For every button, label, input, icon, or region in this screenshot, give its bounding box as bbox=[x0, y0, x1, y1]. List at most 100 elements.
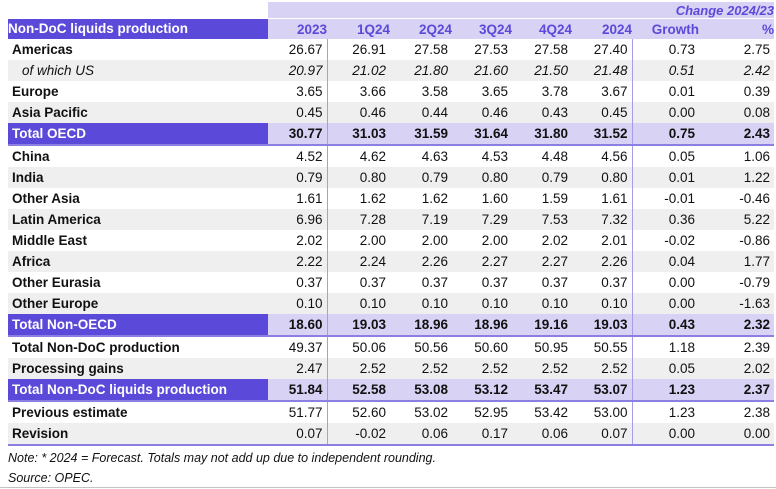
cell-value: 50.55 bbox=[572, 336, 633, 358]
cell-value: 2.00 bbox=[327, 230, 390, 251]
cell-value: 2.02 bbox=[512, 230, 572, 251]
cell-value: 31.52 bbox=[572, 123, 633, 146]
cell-value: 27.58 bbox=[390, 39, 452, 60]
cell-value: 53.08 bbox=[390, 379, 452, 402]
table-body: Americas 26.67 26.91 27.58 27.53 27.58 27.40 0.… bbox=[8, 39, 774, 446]
table-row: China 4.52 4.62 4.63 4.53 4.48 4.56 0.05 1.06 bbox=[8, 145, 774, 167]
cell-value: 0.73 bbox=[632, 39, 699, 60]
cell-value: 21.80 bbox=[390, 60, 452, 81]
cell-value: 0.08 bbox=[699, 102, 774, 123]
table-row: of which US 20.97 21.02 21.80 21.60 21.50 21.4… bbox=[8, 60, 774, 81]
row-label: Total Non-DoC liquids production bbox=[8, 379, 268, 402]
cell-value: 2.01 bbox=[572, 230, 633, 251]
cell-value: 26.91 bbox=[327, 39, 390, 60]
cell-value: 4.62 bbox=[327, 145, 390, 167]
cell-value: 49.37 bbox=[268, 336, 328, 358]
cell-value: 21.48 bbox=[572, 60, 633, 81]
cell-value: 27.40 bbox=[572, 39, 633, 60]
cell-value: 18.96 bbox=[452, 314, 512, 337]
cell-value: 2.22 bbox=[268, 251, 328, 272]
source-text: Source: OPEC. bbox=[8, 471, 94, 485]
cell-value: 20.97 bbox=[268, 60, 328, 81]
cell-value: 3.65 bbox=[268, 81, 328, 102]
table-row: Middle East 2.02 2.00 2.00 2.00 2.02 2.01 -0.02… bbox=[8, 230, 774, 251]
row-label: Processing gains bbox=[8, 358, 268, 379]
cell-value: 1.61 bbox=[572, 188, 633, 209]
cell-value: 0.45 bbox=[572, 102, 633, 123]
cell-value: 31.03 bbox=[327, 123, 390, 146]
cell-value: 18.96 bbox=[390, 314, 452, 337]
cell-value: 0.75 bbox=[632, 123, 699, 146]
row-label: Other Europe bbox=[8, 293, 268, 314]
table-row: Other Europe 0.10 0.10 0.10 0.10 0.10 0.10 0.00… bbox=[8, 293, 774, 314]
cell-value: 2.52 bbox=[572, 358, 633, 379]
cell-value: 52.60 bbox=[327, 401, 390, 423]
cell-value: 0.17 bbox=[452, 423, 512, 446]
cell-value: 0.37 bbox=[268, 272, 328, 293]
cell-value: 31.59 bbox=[390, 123, 452, 146]
footnote-text: Note: * 2024 = Forecast. Totals may not … bbox=[8, 451, 436, 465]
cell-value: 0.01 bbox=[632, 81, 699, 102]
cell-value: 3.65 bbox=[452, 81, 512, 102]
row-label: Middle East bbox=[8, 230, 268, 251]
row-label: Asia Pacific bbox=[8, 102, 268, 123]
table-title: Non-DoC liquids production bbox=[8, 18, 268, 39]
cell-value: 0.79 bbox=[390, 167, 452, 188]
row-label: Total Non-DoC production bbox=[8, 336, 268, 358]
cell-value: 4.53 bbox=[452, 145, 512, 167]
cell-value: 18.60 bbox=[268, 314, 328, 337]
table-row: Previous estimate 51.77 52.60 53.02 52.95 53.… bbox=[8, 401, 774, 423]
cell-value: 0.37 bbox=[327, 272, 390, 293]
cell-value: 0.00 bbox=[632, 423, 699, 446]
cell-value: 50.06 bbox=[327, 336, 390, 358]
cell-value: 2.52 bbox=[512, 358, 572, 379]
cell-value: 0.07 bbox=[572, 423, 633, 446]
column-header-Growth: Growth bbox=[632, 18, 699, 39]
change-header-row: Change 2024/23 bbox=[8, 2, 774, 19]
table-row: Americas 26.67 26.91 27.58 27.53 27.58 27.40 0.… bbox=[8, 39, 774, 60]
cell-value: 51.84 bbox=[268, 379, 328, 402]
cell-value: 19.03 bbox=[572, 314, 633, 337]
row-label: China bbox=[8, 145, 268, 167]
table-row: Europe 3.65 3.66 3.58 3.65 3.78 3.67 0.01 0.39 bbox=[8, 81, 774, 102]
table-row: Asia Pacific 0.45 0.46 0.44 0.46 0.43 0.45 0.00… bbox=[8, 102, 774, 123]
cell-value: -0.46 bbox=[699, 188, 774, 209]
cell-value: 7.32 bbox=[572, 209, 633, 230]
cell-value: 0.10 bbox=[452, 293, 512, 314]
cell-value: 53.12 bbox=[452, 379, 512, 402]
column-header-3Q24: 3Q24 bbox=[452, 18, 512, 39]
cell-value: 2.24 bbox=[327, 251, 390, 272]
cell-value: 19.16 bbox=[512, 314, 572, 337]
cell-value: 0.05 bbox=[632, 145, 699, 167]
cell-value: 53.02 bbox=[390, 401, 452, 423]
cell-value: 2.32 bbox=[699, 314, 774, 337]
cell-value: 2.52 bbox=[327, 358, 390, 379]
cell-value: 53.42 bbox=[512, 401, 572, 423]
cell-value: 0.07 bbox=[268, 423, 328, 446]
cell-value: 1.59 bbox=[512, 188, 572, 209]
cell-value: 0.46 bbox=[327, 102, 390, 123]
cell-value: 7.53 bbox=[512, 209, 572, 230]
cell-value: 52.95 bbox=[452, 401, 512, 423]
cell-value: 0.39 bbox=[699, 81, 774, 102]
table-row: Processing gains 2.47 2.52 2.52 2.52 2.52 2.52… bbox=[8, 358, 774, 379]
cell-value: 5.22 bbox=[699, 209, 774, 230]
cell-value: 1.61 bbox=[268, 188, 328, 209]
cell-value: 2.02 bbox=[699, 358, 774, 379]
cell-value: 2.02 bbox=[268, 230, 328, 251]
change-2024-23-header: Change 2024/23 bbox=[632, 2, 774, 19]
cell-value: 31.80 bbox=[512, 123, 572, 146]
table-row: Other Asia 1.61 1.62 1.62 1.60 1.59 1.61 -0.01-… bbox=[8, 188, 774, 209]
cell-value: -0.86 bbox=[699, 230, 774, 251]
column-header-4Q24: 4Q24 bbox=[512, 18, 572, 39]
row-label: Total OECD bbox=[8, 123, 268, 146]
cell-value: 0.80 bbox=[452, 167, 512, 188]
cell-value: 2.27 bbox=[452, 251, 512, 272]
cell-value: 6.96 bbox=[268, 209, 328, 230]
cell-value: 3.66 bbox=[327, 81, 390, 102]
cell-value: 0.00 bbox=[632, 272, 699, 293]
row-label: Total Non-OECD bbox=[8, 314, 268, 337]
cell-value: -0.02 bbox=[327, 423, 390, 446]
cell-value: 1.62 bbox=[327, 188, 390, 209]
cell-value: 0.46 bbox=[452, 102, 512, 123]
